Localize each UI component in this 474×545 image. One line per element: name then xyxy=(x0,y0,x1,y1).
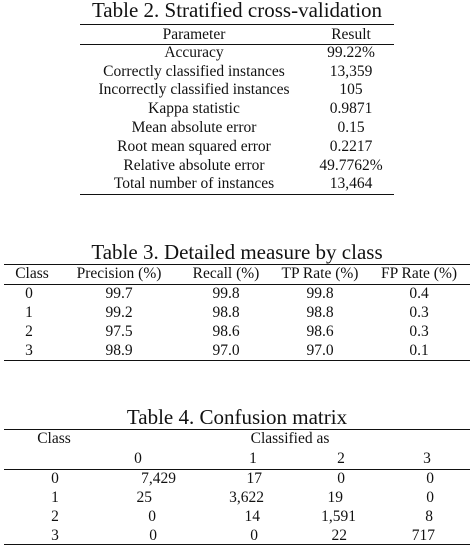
table2-row-label: Relative absolute error xyxy=(123,157,265,174)
table4-column-label: 1 xyxy=(249,450,257,467)
table2-row-value: 0.9871 xyxy=(329,100,373,117)
table2-row-label: Accuracy xyxy=(164,44,224,61)
table3-cell-tp-rate: 98.6 xyxy=(306,323,334,340)
table4-row-label: 2 xyxy=(51,508,59,525)
table4-row-label: 3 xyxy=(51,527,59,544)
table4-cell: 14 xyxy=(244,508,261,525)
table3-header-recall: Recall (%) xyxy=(192,265,260,282)
table4-cell: 3,622 xyxy=(229,489,264,506)
table3-cell-precision: 99.7 xyxy=(105,285,133,302)
table4-header-rule xyxy=(4,469,470,470)
table2-row-label: Kappa statistic xyxy=(148,100,240,117)
table3-cell-fp-rate: 0.4 xyxy=(409,285,429,302)
table4-column-label: 0 xyxy=(134,450,142,467)
table2-row-value: 49.7762% xyxy=(319,157,383,174)
table3-cell-class: 2 xyxy=(25,323,33,340)
table4-row-label: 0 xyxy=(51,470,59,487)
table2-row-label: Mean absolute error xyxy=(131,119,257,136)
table4-cell: 7,429 xyxy=(141,470,176,487)
table4-cell: 17 xyxy=(246,470,263,487)
table3-cell-class: 1 xyxy=(25,304,33,321)
table4-cell: 22 xyxy=(331,527,348,544)
table3-header-class: Class xyxy=(15,265,49,282)
table3-caption: Table 3. Detailed measure by class xyxy=(91,240,383,264)
table4-top-rule xyxy=(4,429,470,430)
table4-column-label: 3 xyxy=(423,450,431,467)
table3-bottom-rule xyxy=(4,360,470,361)
table4-header-class: Class xyxy=(37,430,71,447)
table4-cell: 0 xyxy=(250,527,258,544)
table2-row-value: 0.15 xyxy=(337,119,365,136)
table4-cell: 19 xyxy=(327,489,344,506)
table3-cell-fp-rate: 0.3 xyxy=(409,304,429,321)
table4-cell: 0 xyxy=(149,527,157,544)
table2-row-label: Root mean squared error xyxy=(117,138,271,155)
table2-bottom-rule xyxy=(80,194,394,195)
table4-row-label: 1 xyxy=(51,489,59,506)
table2-row-value: 99.22% xyxy=(327,44,375,61)
table2-row-label: Correctly classified instances xyxy=(103,63,285,80)
table2-header-result: Result xyxy=(331,26,371,43)
table2-caption: Table 2. Stratified cross-validation xyxy=(91,0,383,22)
table4-column-label: 2 xyxy=(337,450,345,467)
table2-header-rule xyxy=(80,44,394,45)
table3-cell-recall: 99.8 xyxy=(212,285,240,302)
table3-cell-fp-rate: 0.3 xyxy=(409,323,429,340)
table3-header-tp-rate: TP Rate (%) xyxy=(281,265,359,282)
table3-cell-fp-rate: 0.1 xyxy=(409,342,429,359)
table3-cell-precision: 99.2 xyxy=(105,304,133,321)
table4-cell: 0 xyxy=(426,470,434,487)
table4-cell: 0 xyxy=(148,508,156,525)
table3-cell-tp-rate: 97.0 xyxy=(306,342,334,359)
table3-header-precision: Precision (%) xyxy=(76,265,162,282)
table3-cell-class: 0 xyxy=(25,285,33,302)
table4-cell: 8 xyxy=(425,508,433,525)
table2-row-value: 13,464 xyxy=(329,175,373,192)
table4-cell: 0 xyxy=(426,489,434,506)
table4-cell: 25 xyxy=(136,489,153,506)
table3-top-rule xyxy=(4,264,470,265)
table3-cell-tp-rate: 99.8 xyxy=(306,285,334,302)
table3-cell-class: 3 xyxy=(25,342,33,359)
table4-cell: 0 xyxy=(337,470,345,487)
table4-caption: Table 4. Confusion matrix xyxy=(126,405,348,429)
table3-cell-precision: 97.5 xyxy=(105,323,133,340)
table2-row-label: Incorrectly classified instances xyxy=(98,81,290,98)
table4-cell: 1,591 xyxy=(321,508,356,525)
table2-top-rule xyxy=(80,24,394,25)
table3-cell-precision: 98.9 xyxy=(105,342,133,359)
table2-row-value: 0.2217 xyxy=(329,138,373,155)
table4-header-classified-as: Classified as xyxy=(250,430,330,447)
table3-cell-recall: 98.6 xyxy=(212,323,240,340)
table3-header-rule xyxy=(4,284,470,285)
table3-cell-tp-rate: 98.8 xyxy=(306,304,334,321)
table3-header-fp-rate: FP Rate (%) xyxy=(380,265,458,282)
table3-cell-recall: 98.8 xyxy=(212,304,240,321)
table2-row-label: Total number of instances xyxy=(113,175,275,192)
table3-cell-recall: 97.0 xyxy=(212,342,240,359)
table2-row-value: 105 xyxy=(339,81,363,98)
table2-header-parameter: Parameter xyxy=(162,26,226,43)
table2-row-value: 13,359 xyxy=(329,63,373,80)
table4-cell: 717 xyxy=(411,527,435,544)
